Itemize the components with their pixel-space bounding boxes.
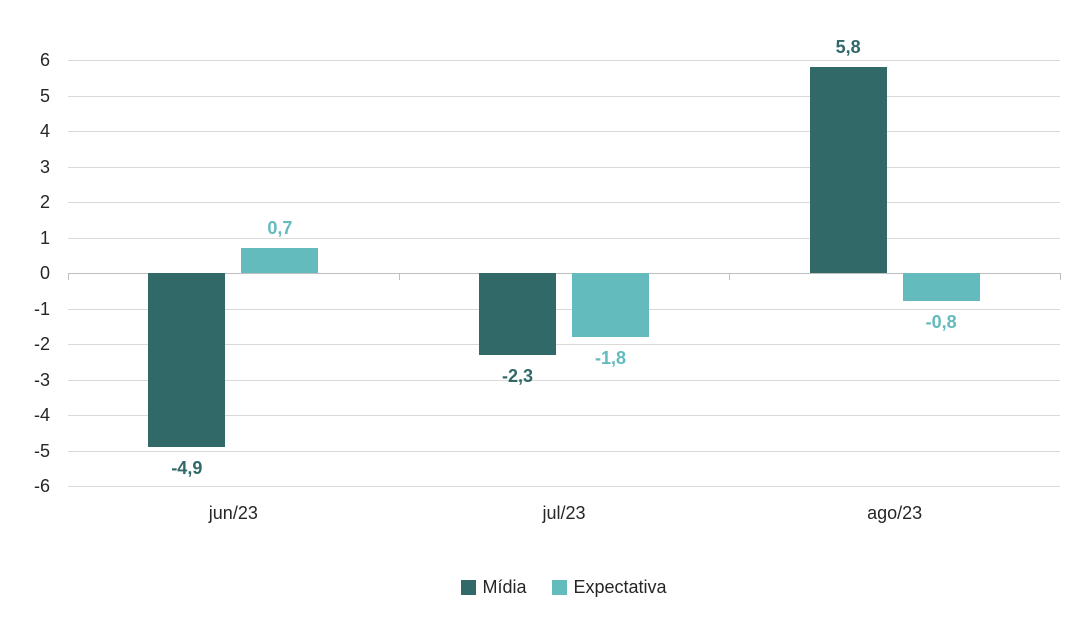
gridline — [68, 95, 1060, 97]
gridline — [68, 131, 1060, 132]
legend-label: Expectativa — [573, 577, 667, 597]
legend-swatch — [461, 579, 477, 595]
gridline — [68, 202, 1060, 203]
y-axis-tick-label: -4 — [33, 405, 50, 425]
bar-value-label: 0,7 — [267, 218, 293, 239]
y-axis-tick-label: -5 — [33, 440, 50, 461]
y-axis-tick-label: -1 — [33, 298, 50, 319]
axis-tick — [68, 273, 69, 280]
bar-value-label: -2,3 — [501, 365, 534, 386]
gridline — [68, 344, 1060, 345]
y-axis-tick-label: -6 — [33, 476, 50, 496]
y-axis-tick-label: 0 — [39, 263, 50, 283]
bar-value-label: -1,8 — [594, 347, 627, 368]
gridline — [68, 450, 1060, 452]
axis-tick — [398, 273, 400, 280]
y-axis-tick-label: 4 — [39, 121, 50, 141]
x-axis-line — [68, 273, 1060, 274]
bar-mdia-jul23 — [479, 273, 556, 355]
legend: Mídia Expectativa — [68, 577, 1060, 597]
bar-expectativa-ago23 — [902, 273, 980, 302]
y-axis-tick-label: 6 — [39, 50, 50, 70]
y-axis-tick-label: -3 — [33, 369, 50, 390]
axis-tick — [729, 273, 731, 280]
y-axis-tick-label: 3 — [39, 156, 50, 177]
x-axis-category-label: ago/23 — [867, 503, 923, 523]
y-axis-tick-label: -2 — [33, 334, 50, 354]
y-axis-tick-label: 5 — [39, 85, 50, 106]
y-axis-tick-label: 2 — [39, 192, 50, 212]
gridline — [68, 379, 1060, 381]
gridline — [68, 166, 1060, 168]
axis-tick — [1060, 273, 1061, 280]
bar-expectativa-jun23 — [241, 248, 319, 273]
legend-item-expectativa: Expectativa — [552, 577, 667, 597]
y-axis-tick-label: 1 — [39, 227, 50, 248]
gridline — [68, 486, 1060, 487]
bar-value-label: 5,8 — [835, 37, 861, 58]
bar-expectativa-jul23 — [572, 273, 649, 337]
legend-label: Mídia — [482, 577, 527, 597]
bar-mdia-jun23 — [148, 273, 226, 447]
bar-value-label: -0,8 — [925, 312, 957, 333]
gridline — [68, 415, 1060, 416]
bar-value-label: -4,9 — [171, 457, 203, 478]
bar-mdia-ago23 — [809, 67, 887, 273]
legend-item-mdia: Mídia — [461, 577, 526, 597]
gridline — [68, 60, 1060, 61]
x-axis-category-label: jun/23 — [208, 503, 258, 523]
x-axis-category-label: jul/23 — [542, 503, 586, 523]
gridline — [68, 237, 1060, 239]
gridline — [68, 308, 1060, 310]
legend-swatch — [552, 579, 568, 595]
